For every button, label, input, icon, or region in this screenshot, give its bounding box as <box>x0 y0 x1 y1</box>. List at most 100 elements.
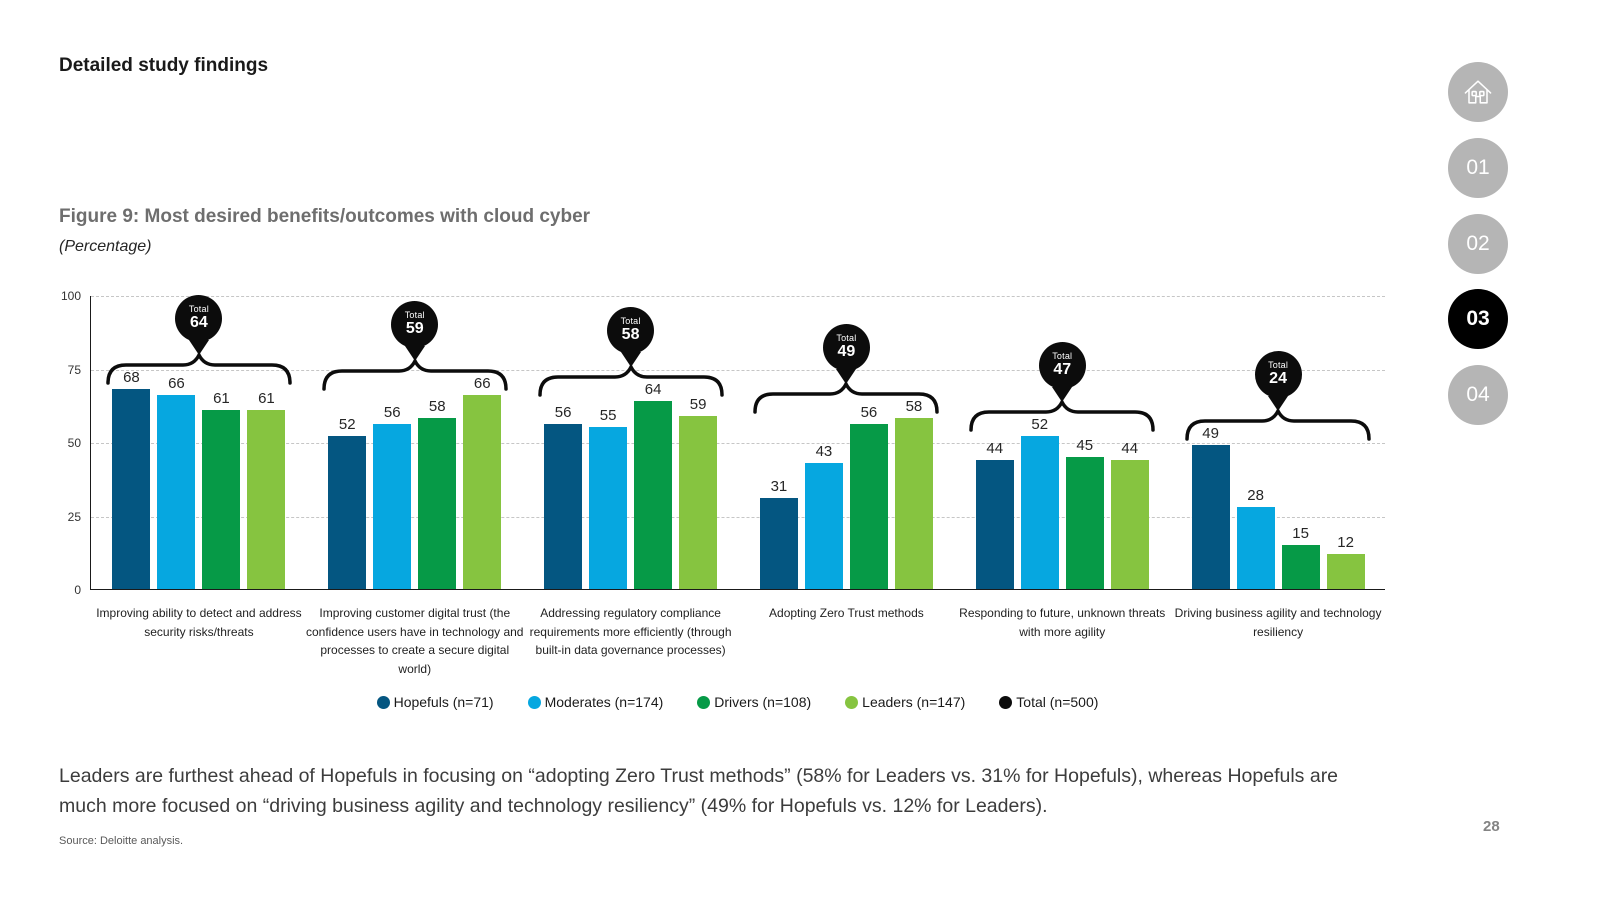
home-icon <box>1464 80 1492 104</box>
gridline <box>91 516 1385 518</box>
gridline <box>91 369 1385 371</box>
nav-home-button[interactable] <box>1448 62 1508 122</box>
bar-hopefuls-cat2 <box>328 436 367 589</box>
group-brace <box>537 362 724 397</box>
source-note: Source: Deloitte analysis. <box>59 835 184 847</box>
total-balloon-value: 64 <box>190 314 208 332</box>
bar-value-label: 49 <box>1202 424 1219 442</box>
legend-dot <box>697 695 711 709</box>
bar-moderates-cat4 <box>804 462 843 589</box>
bar-value-label: 61 <box>213 389 230 407</box>
group-brace <box>753 380 940 415</box>
bar-value-label: 66 <box>168 374 185 392</box>
legend-label: Drivers (n=108) <box>714 694 812 710</box>
total-balloon-value: 49 <box>837 343 856 361</box>
y-axis-tick-label: 100 <box>60 289 81 303</box>
gridline <box>91 296 1385 297</box>
y-axis-tick-label: 75 <box>67 362 81 377</box>
total-balloon-cat1: Total 64 <box>175 295 223 343</box>
total-balloon-caption: Total <box>836 333 857 344</box>
nav-item-label: 02 <box>1466 232 1490 255</box>
legend-item: Leaders (n=147) <box>845 694 965 710</box>
legend-label: Leaders (n=147) <box>862 694 966 710</box>
legend-dot <box>845 695 859 709</box>
nav-item-01[interactable]: 01 <box>1448 138 1508 198</box>
bar-value-label: 44 <box>986 439 1004 457</box>
total-balloon-cat4: Total 49 <box>822 324 870 372</box>
bar-value-label: 58 <box>428 398 446 416</box>
bar-hopefuls-cat3 <box>544 424 583 589</box>
total-balloon-caption: Total <box>620 315 641 326</box>
y-axis-tick-label: 50 <box>67 436 81 450</box>
bar-moderates-cat3 <box>589 427 628 589</box>
nav-item-label: 04 <box>1466 383 1490 406</box>
legend-label: Hopefuls (n=71) <box>393 694 494 710</box>
nav-item-03-active[interactable]: 03 <box>1448 289 1508 349</box>
total-balloon-cat5: Total 47 <box>1038 342 1086 390</box>
figure-subtitle: (Percentage) <box>59 238 152 255</box>
bar-value-label: 45 <box>1076 436 1094 454</box>
bar-leaders-cat4 <box>894 418 933 589</box>
x-axis-category-label: Responding to future, unknown threats wi… <box>959 606 1166 639</box>
bar-moderates-cat6 <box>1236 506 1275 589</box>
x-axis-category-label: Driving business agility and technology … <box>1174 606 1382 639</box>
bar-value-label: 59 <box>689 395 707 413</box>
group-brace <box>106 351 292 385</box>
bar-drivers-cat5 <box>1065 456 1104 589</box>
bar-chart-plot-area: 100 75 50 25 0 68 66 61 61 Total 64 Improving abili… <box>61 289 1385 676</box>
total-balloon-cat3: Total 58 <box>607 306 655 354</box>
legend-dot <box>527 695 541 709</box>
bar-value-label: 12 <box>1337 533 1354 551</box>
bar-value-label: 61 <box>258 389 275 407</box>
page-title: Detailed study findings <box>59 55 269 76</box>
bar-value-label: 56 <box>554 404 572 422</box>
y-axis-tick-label: 25 <box>67 509 81 524</box>
total-balloon-caption: Total <box>188 304 209 315</box>
bar-value-label: 31 <box>770 477 788 495</box>
bar-value-label: 68 <box>123 369 140 387</box>
legend-dot <box>999 695 1013 709</box>
total-balloon-value: 59 <box>405 319 424 337</box>
group-brace <box>322 357 508 391</box>
total-balloon-cat6: Total 24 <box>1254 350 1302 398</box>
total-balloon-cat2: Total 59 <box>391 300 439 348</box>
nav-item-02[interactable]: 02 <box>1448 214 1508 274</box>
x-axis-category-label: Improving ability to detect and address … <box>96 606 302 639</box>
legend-item: Total (n=500) <box>999 694 1098 710</box>
bar-value-label: 43 <box>815 442 833 460</box>
bar-hopefuls-cat1 <box>112 389 151 589</box>
nav-item-04[interactable]: 04 <box>1448 365 1508 425</box>
bar-drivers-cat4 <box>849 424 888 589</box>
bar-value-label: 58 <box>905 398 923 416</box>
bar-moderates-cat1 <box>157 394 196 589</box>
bar-value-label: 56 <box>383 404 401 422</box>
total-balloon-value: 47 <box>1053 361 1072 379</box>
bar-value-label: 56 <box>860 404 878 422</box>
bar-value-label: 64 <box>644 380 662 398</box>
bar-value-label: 44 <box>1121 439 1139 457</box>
page-number: 28 <box>1483 818 1500 835</box>
x-axis-category-label: Adopting Zero Trust methods <box>769 606 924 620</box>
bar-leaders-cat2 <box>463 394 502 589</box>
bar-drivers-cat3 <box>634 400 673 589</box>
total-balloon-caption: Total <box>1268 359 1289 370</box>
group-brace <box>1185 407 1371 441</box>
legend-item: Moderates (n=174) <box>527 694 664 710</box>
bar-hopefuls-cat6 <box>1191 444 1230 589</box>
total-balloon-value: 58 <box>621 325 640 343</box>
bar-value-label: 66 <box>473 374 491 392</box>
group-brace <box>969 398 1155 432</box>
legend-label: Moderates (n=174) <box>544 694 664 710</box>
figure-title: Figure 9: Most desired benefits/outcomes… <box>59 206 591 227</box>
bar-leaders-cat6 <box>1326 553 1365 589</box>
total-balloon-caption: Total <box>1052 351 1073 362</box>
bar-hopefuls-cat5 <box>975 459 1014 589</box>
bar-drivers-cat1 <box>202 409 241 589</box>
bar-value-label: 52 <box>1031 416 1049 434</box>
bar-drivers-cat6 <box>1281 544 1320 589</box>
gridline <box>91 443 1385 444</box>
legend-item: Drivers (n=108) <box>697 694 811 710</box>
bar-value-label: 52 <box>338 416 356 434</box>
bar-leaders-cat1 <box>247 409 286 589</box>
bar-moderates-cat5 <box>1020 436 1059 589</box>
